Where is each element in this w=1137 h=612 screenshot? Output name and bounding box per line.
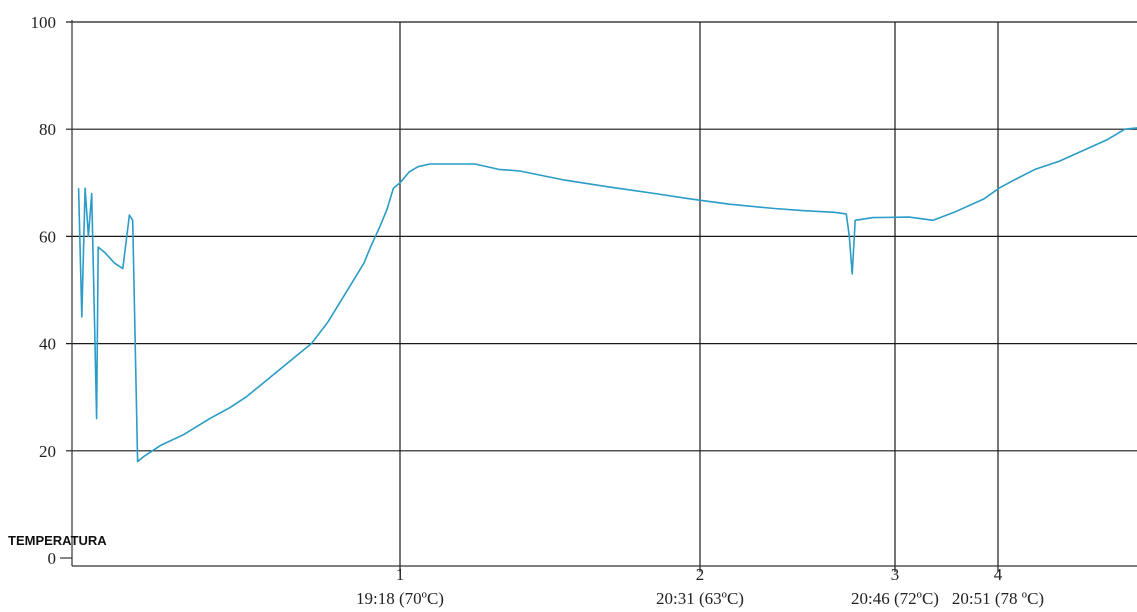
y-tick-label-20: 20 — [39, 442, 56, 461]
marker-label-4: 20:51 (78 ºC) — [952, 589, 1044, 608]
series-layer — [77, 127, 1137, 463]
marker-label-2: 20:31 (63ºC) — [656, 589, 744, 608]
marker-number-4: 4 — [994, 565, 1003, 584]
marker-number-1: 1 — [396, 565, 405, 584]
marker-label-3: 20:46 (72ºC) — [851, 589, 939, 608]
marker-label-1: 19:18 (70ºC) — [356, 589, 444, 608]
y-tick-label-0: 0 — [48, 549, 57, 568]
y-tick-label-100: 100 — [31, 13, 57, 32]
series-line-0 — [77, 127, 1137, 463]
tick-labels: 0 20 40 60 80 100 1 19:18 (70ºC) 2 20:31 (63ºC) 3 2… — [31, 13, 1045, 608]
marker-number-3: 3 — [891, 565, 900, 584]
y-axis-label: TEMPERATURA — [8, 533, 107, 548]
grid — [66, 21, 1137, 572]
y-tick-label-80: 80 — [39, 120, 56, 139]
marker-number-2: 2 — [696, 565, 705, 584]
y-tick-label-40: 40 — [39, 335, 56, 354]
y-tick-label-60: 60 — [39, 227, 56, 246]
axes — [60, 20, 1137, 567]
